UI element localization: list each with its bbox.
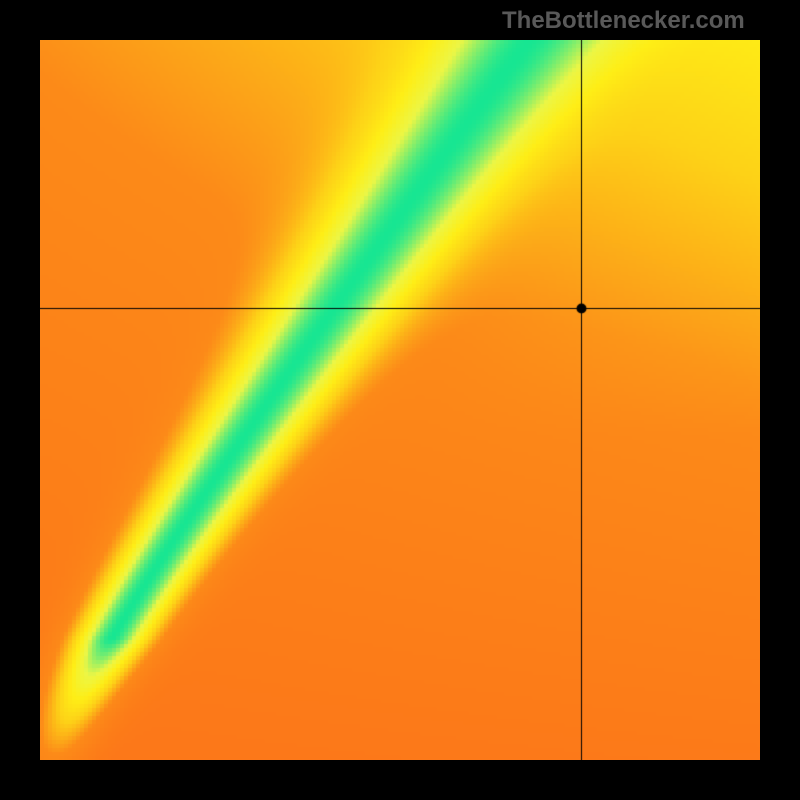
heatmap-plot [40, 40, 760, 760]
heatmap-canvas [40, 40, 760, 760]
chart-container: TheBottlenecker.com [0, 0, 800, 800]
watermark-text: TheBottlenecker.com [502, 7, 745, 35]
